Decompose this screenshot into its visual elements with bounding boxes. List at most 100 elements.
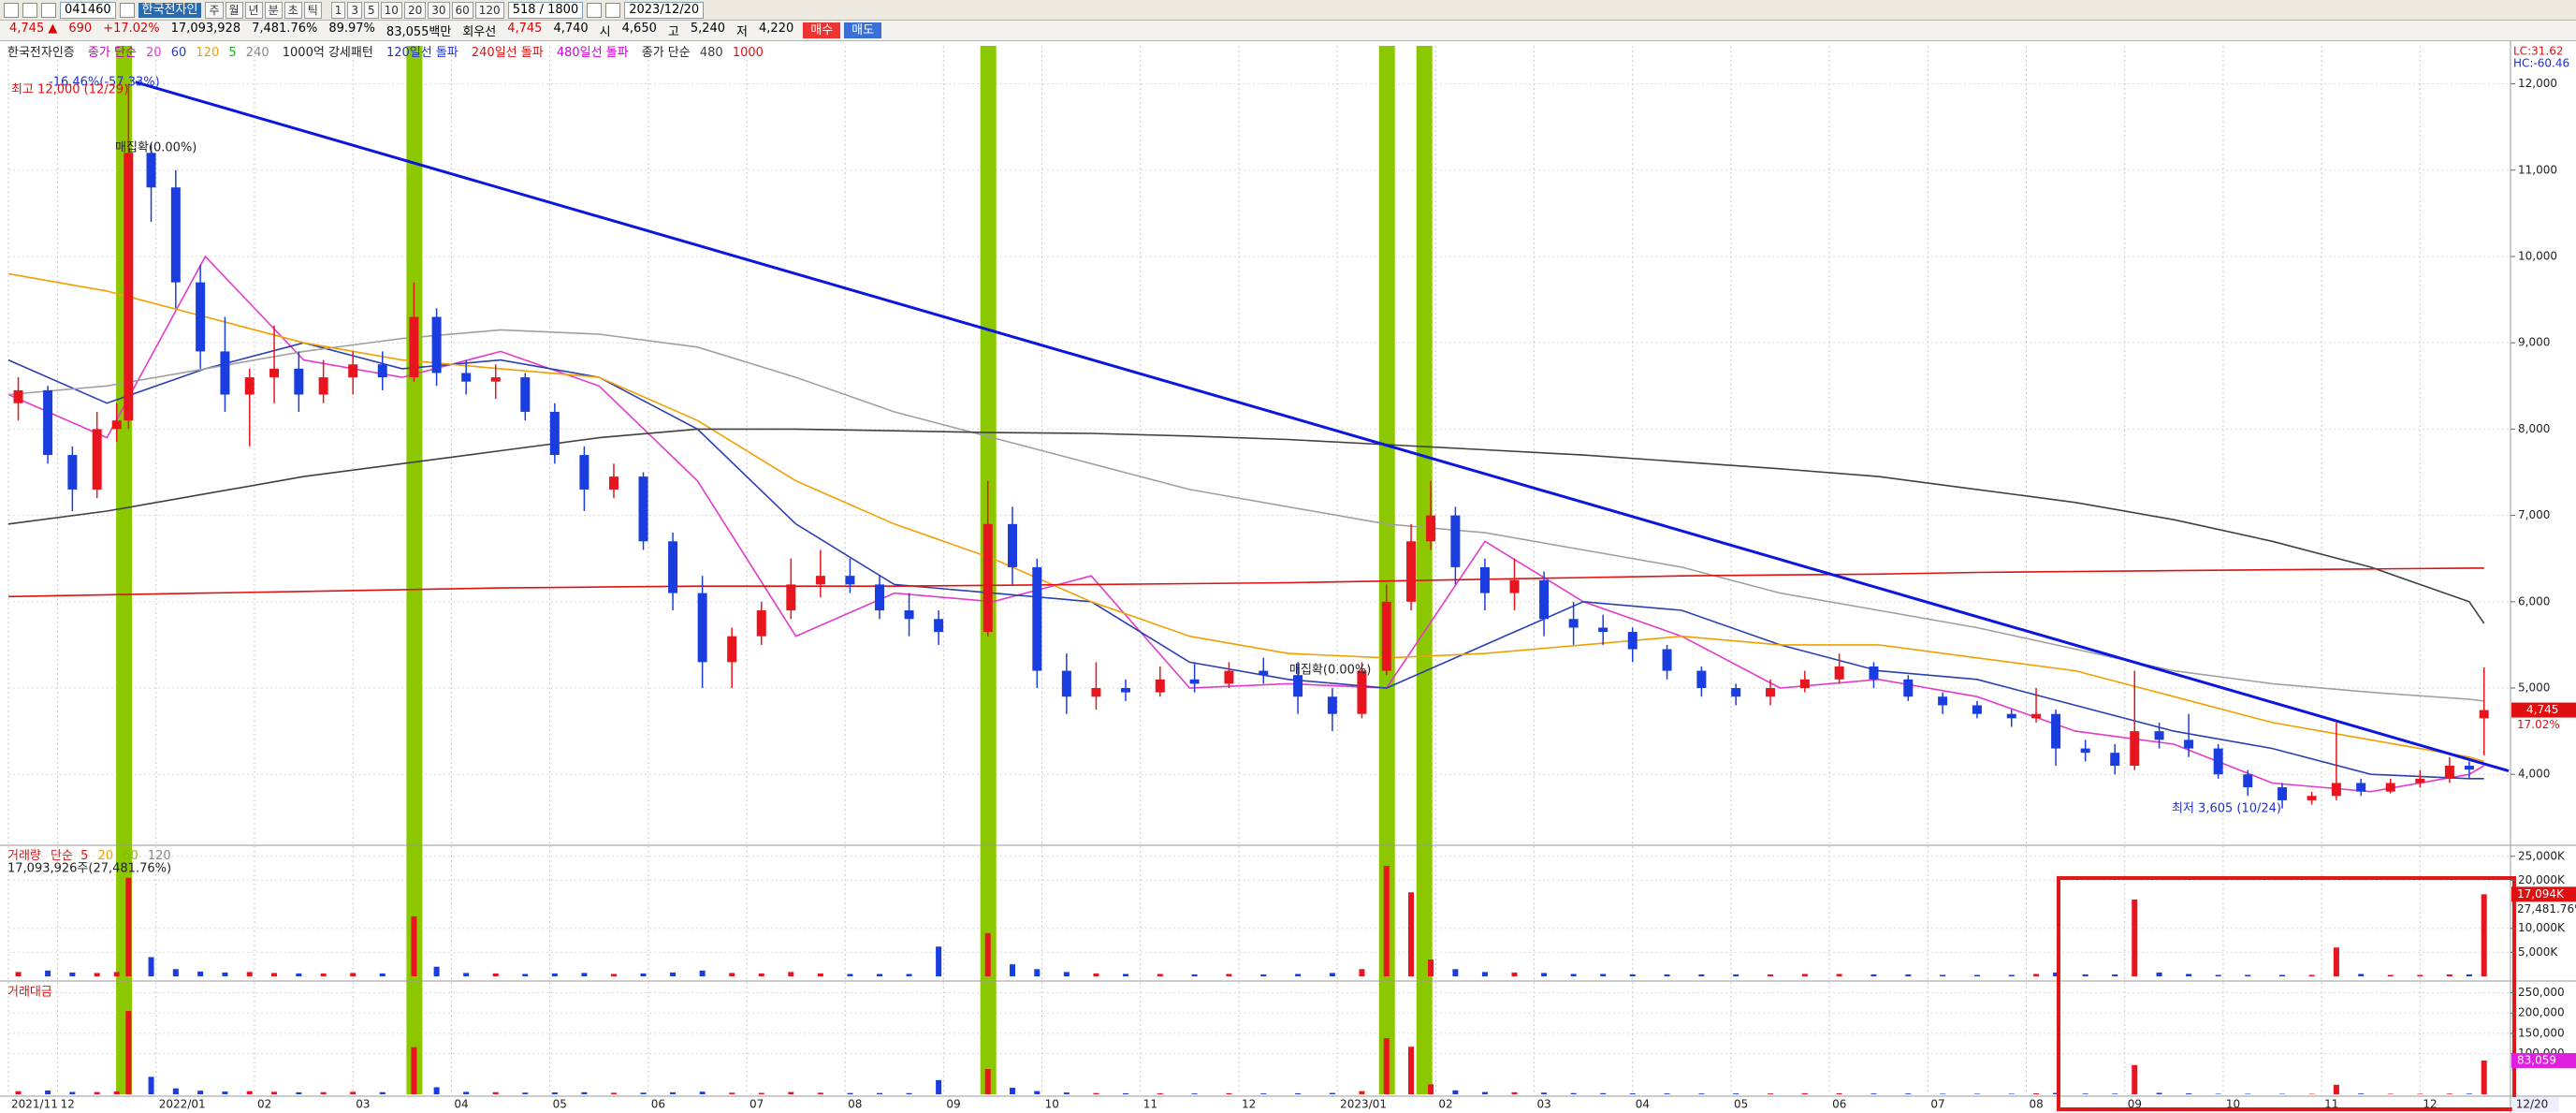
chart-background — [0, 41, 2576, 1113]
count-field[interactable]: 518 / 1800 — [507, 1, 584, 19]
period-button[interactable]: 주 — [205, 1, 224, 19]
bar — [45, 970, 51, 976]
y-tick-label: 7,000 — [2518, 508, 2550, 521]
candle-body — [2184, 740, 2194, 749]
bar — [1010, 1088, 1016, 1094]
candle-body — [1766, 688, 1776, 697]
bar — [581, 1091, 588, 1094]
bar — [758, 973, 764, 976]
icon-button[interactable] — [587, 2, 603, 18]
bar — [2053, 972, 2059, 976]
candle-body — [2278, 787, 2288, 800]
bar — [1093, 973, 1099, 976]
bar — [1295, 974, 1302, 976]
period-button[interactable]: 초 — [284, 1, 302, 19]
interval-button[interactable]: 30 — [428, 1, 450, 19]
quote-item: 690 — [68, 22, 93, 36]
bar — [1157, 1092, 1163, 1094]
date-field[interactable]: 2023/12/20 — [624, 1, 705, 19]
quote-item: 4,220 — [759, 22, 794, 36]
candle-body — [1032, 566, 1042, 671]
icon-button[interactable] — [4, 2, 19, 18]
bar — [2186, 1093, 2192, 1094]
bar — [2053, 1092, 2059, 1094]
bar — [1698, 974, 1705, 976]
legend-text: 종가 단순 — [642, 46, 691, 60]
period-button[interactable]: 월 — [225, 1, 243, 19]
interval-button[interactable]: 3 — [347, 1, 363, 19]
interval-button[interactable]: 60 — [451, 1, 473, 19]
value-label: 83,059 — [2517, 1053, 2556, 1066]
legend-item: 20 — [98, 849, 114, 863]
icon-button[interactable] — [605, 2, 621, 18]
candle-body — [294, 368, 304, 395]
code-input[interactable]: 041460 — [60, 1, 116, 19]
x-tick-label: 11 — [1143, 1098, 1157, 1111]
candle-body — [1357, 670, 1367, 714]
bar — [271, 1091, 278, 1094]
x-tick-label: 05 — [1734, 1098, 1748, 1111]
bar — [729, 973, 735, 976]
period-button[interactable]: 분 — [264, 1, 283, 19]
interval-button[interactable]: 1 — [330, 1, 346, 19]
bar — [433, 966, 440, 976]
y-tick-label: 5,000 — [2518, 681, 2550, 695]
legend-item: 5 — [80, 849, 88, 863]
bar — [2358, 1093, 2365, 1094]
candle-body — [638, 476, 648, 542]
candle-body — [1662, 649, 1672, 671]
icon-button[interactable] — [41, 2, 56, 18]
x-tick-label: 04 — [1636, 1098, 1650, 1111]
bar — [1226, 974, 1232, 976]
x-tick-label: 02 — [1438, 1098, 1452, 1111]
candle-body — [2110, 753, 2120, 767]
candle-body — [2080, 748, 2090, 754]
candle-body — [111, 420, 122, 430]
x-tick-label: 07 — [1930, 1098, 1944, 1111]
bar — [1383, 1038, 1390, 1094]
interval-button[interactable]: 10 — [380, 1, 402, 19]
candle-body — [2130, 731, 2140, 767]
candle-body — [2213, 748, 2223, 775]
bar — [1664, 974, 1670, 976]
bar — [729, 1092, 735, 1094]
bar — [1122, 974, 1128, 976]
bar — [113, 972, 120, 976]
bar — [1157, 974, 1163, 976]
period-button[interactable]: 년 — [244, 1, 263, 19]
bar — [1511, 1091, 1518, 1094]
candle-body — [1224, 670, 1234, 684]
candle-body — [1061, 670, 1071, 697]
interval-button[interactable]: 120 — [474, 1, 504, 19]
bar — [2417, 1093, 2423, 1094]
interval-button[interactable]: 5 — [364, 1, 379, 19]
buy-button[interactable]: 매수 — [803, 22, 841, 38]
candle-body — [1696, 670, 1707, 689]
candle-body — [146, 153, 156, 188]
period-button[interactable]: 틱 — [303, 1, 322, 19]
bar — [2446, 974, 2452, 976]
bar — [1836, 1092, 1842, 1094]
bar — [172, 969, 179, 976]
candle-body — [1293, 675, 1303, 697]
legend-item: 120 — [148, 849, 171, 863]
bar — [2082, 1093, 2088, 1094]
bar — [296, 1091, 302, 1094]
sell-button[interactable]: 매도 — [844, 22, 882, 38]
bar — [125, 1011, 132, 1094]
bar — [2245, 974, 2251, 976]
x-tick-label: 2022/01 — [159, 1098, 206, 1111]
search-button[interactable] — [119, 2, 135, 18]
candle-body — [1627, 632, 1637, 650]
candle-body — [1568, 619, 1579, 628]
icon-button[interactable] — [22, 2, 37, 18]
x-tick-label: 10 — [1045, 1098, 1059, 1111]
bar — [2466, 1093, 2472, 1094]
bar — [670, 1091, 677, 1094]
x-tick-label: 08 — [848, 1098, 862, 1111]
candle-body — [815, 576, 825, 585]
candle-body — [196, 282, 206, 352]
value-change: 27,481.76% — [2517, 902, 2576, 915]
interval-button[interactable]: 20 — [403, 1, 427, 19]
